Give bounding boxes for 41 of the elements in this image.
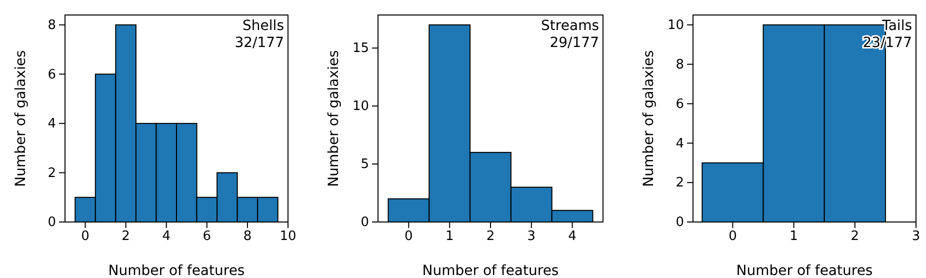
x-tick-label: 1 — [790, 229, 798, 244]
x-tick-label: 0 — [728, 229, 737, 244]
x-tick-label: 3 — [912, 229, 920, 244]
y-axis-title: Number of galaxies — [326, 50, 342, 187]
y-tick-label: 10 — [667, 18, 684, 34]
x-tick-label: 10 — [280, 229, 296, 244]
annotation: Streams — [541, 18, 599, 34]
x-tick-label: 1 — [445, 229, 454, 244]
x-tick-label: 2 — [486, 229, 495, 244]
x-tick-label: 4 — [568, 229, 576, 244]
y-tick-label: 6 — [676, 96, 684, 112]
y-tick-label: 5 — [360, 157, 369, 172]
x-tick-label: 2 — [122, 229, 130, 244]
x-tick-label: 0 — [81, 229, 90, 244]
x-axis-title: Number of features — [736, 263, 873, 278]
x-axis-title: Number of features — [422, 263, 559, 278]
y-tick-label: 0 — [676, 215, 684, 230]
x-tick-label: 6 — [202, 229, 212, 244]
y-tick-label: 6 — [48, 67, 56, 82]
y-tick-label: 15 — [352, 41, 369, 56]
y-tick-label: 10 — [352, 99, 369, 114]
y-tick-label: 2 — [48, 166, 56, 181]
x-tick-label: 4 — [162, 229, 171, 244]
y-tick-label: 0 — [48, 215, 56, 230]
x-tick-label: 8 — [243, 229, 252, 244]
y-tick-label: 2 — [676, 176, 684, 191]
annotation: 29/177 — [550, 35, 599, 51]
x-tick-label: 0 — [404, 229, 413, 244]
x-tick-label: 2 — [850, 229, 860, 244]
y-tick-label: 8 — [676, 57, 684, 72]
x-tick-label: 3 — [527, 229, 536, 244]
y-tick-label: 0 — [360, 215, 369, 230]
y-tick-label: 8 — [48, 18, 56, 34]
y-axis-title: Number of galaxies — [641, 50, 657, 187]
x-axis-title: Number of features — [108, 263, 245, 278]
annotation: Tails — [881, 18, 912, 34]
y-axis-title: Number of galaxies — [13, 50, 29, 187]
y-tick-label: 4 — [48, 116, 56, 132]
y-tick-label: 4 — [676, 136, 684, 152]
annotation: 32/177 — [234, 35, 284, 51]
annotation: Shells — [242, 18, 284, 34]
